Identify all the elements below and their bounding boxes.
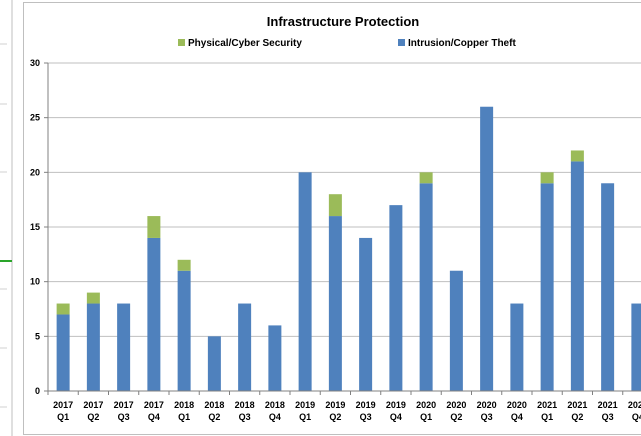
- x-tick-label-quarter: Q1: [420, 412, 432, 422]
- y-tick-label: 30: [30, 58, 40, 68]
- x-tick-label-year: 2021: [628, 400, 641, 410]
- bar-segment-physical-cyber-security: [147, 216, 161, 238]
- x-tick-label-year: 2018: [235, 400, 255, 410]
- bar-segment-intrusion-copper-theft: [570, 161, 584, 391]
- bars: [56, 106, 641, 391]
- x-tick-label-quarter: Q3: [239, 412, 251, 422]
- x-tick-label-year: 2019: [356, 400, 376, 410]
- x-tick-label-year: 2017: [83, 400, 103, 410]
- x-tick-label-quarter: Q1: [57, 412, 69, 422]
- chart-title: Infrastructure Protection: [267, 14, 419, 29]
- x-tick-label-quarter: Q2: [571, 412, 583, 422]
- x-tick-label-year: 2021: [537, 400, 557, 410]
- x-tick-label-quarter: Q3: [481, 412, 493, 422]
- x-tick-label-year: 2018: [204, 400, 224, 410]
- x-tick-label-quarter: Q2: [329, 412, 341, 422]
- x-tick-label-quarter: Q1: [299, 412, 311, 422]
- bar-segment-physical-cyber-security: [570, 150, 584, 162]
- bar-segment-intrusion-copper-theft: [359, 237, 373, 391]
- bar-segment-intrusion-copper-theft: [147, 237, 161, 391]
- x-tick-label-quarter: Q4: [269, 412, 281, 422]
- x-tick-label-quarter: Q3: [118, 412, 130, 422]
- bar-segment-intrusion-copper-theft: [631, 303, 641, 391]
- y-tick-label: 0: [35, 386, 40, 396]
- x-axis: 2017 Q1 2017 Q2 2017 Q3 2017 Q4 2018 Q1 2018 Q2 2018…: [47, 390, 641, 422]
- x-tick-label-quarter: Q1: [178, 412, 190, 422]
- bar-segment-intrusion-copper-theft: [449, 270, 463, 391]
- bar-segment-intrusion-copper-theft: [389, 205, 403, 391]
- x-tick-label-quarter: Q4: [511, 412, 523, 422]
- legend-label: Intrusion/Copper Theft: [408, 38, 516, 49]
- y-tick-label: 10: [30, 277, 40, 287]
- bar-segment-intrusion-copper-theft: [510, 303, 524, 391]
- x-tick-label-year: 2017: [144, 400, 164, 410]
- y-tick-label: 20: [30, 167, 40, 177]
- x-tick-label-year: 2020: [477, 400, 497, 410]
- adjacent-panel-edge: [0, 0, 13, 436]
- bar-segment-intrusion-copper-theft: [117, 303, 131, 391]
- x-tick-label-year: 2017: [53, 400, 73, 410]
- x-tick-label-quarter: Q4: [632, 412, 641, 422]
- x-tick-label-year: 2019: [386, 400, 406, 410]
- x-tick-label-quarter: Q2: [208, 412, 220, 422]
- x-tick-label-quarter: Q4: [390, 412, 402, 422]
- bar-segment-intrusion-copper-theft: [177, 270, 191, 391]
- bar-segment-physical-cyber-security: [419, 172, 433, 184]
- legend-label: Physical/Cyber Security: [188, 38, 302, 49]
- x-tick-label-quarter: Q2: [450, 412, 462, 422]
- bar-segment-intrusion-copper-theft: [540, 183, 554, 391]
- bar-segment-intrusion-copper-theft: [480, 106, 494, 391]
- bar-segment-physical-cyber-security: [86, 292, 100, 304]
- bar-segment-intrusion-copper-theft: [238, 303, 252, 391]
- bar-segment-intrusion-copper-theft: [601, 183, 615, 391]
- bar-segment-physical-cyber-security: [177, 259, 191, 271]
- x-tick-label-year: 2017: [114, 400, 134, 410]
- bar-segment-intrusion-copper-theft: [328, 216, 342, 391]
- legend-swatch: [178, 39, 185, 46]
- x-tick-label-year: 2021: [598, 400, 618, 410]
- x-tick-label-year: 2019: [325, 400, 345, 410]
- bar-segment-intrusion-copper-theft: [56, 314, 70, 391]
- x-tick-label-quarter: Q4: [148, 412, 160, 422]
- legend: Physical/Cyber Security Intrusion/Copper …: [178, 38, 516, 49]
- bar-segment-intrusion-copper-theft: [298, 172, 312, 391]
- x-tick-label-quarter: Q2: [87, 412, 99, 422]
- y-tick-label: 15: [30, 222, 40, 232]
- bar-segment-physical-cyber-security: [328, 194, 342, 217]
- bar-segment-intrusion-copper-theft: [86, 303, 100, 391]
- x-tick-label-year: 2018: [265, 400, 285, 410]
- y-tick-label: 25: [30, 113, 40, 123]
- x-tick-label-year: 2019: [295, 400, 315, 410]
- y-tick-label: 5: [35, 331, 40, 341]
- x-tick-label-year: 2020: [416, 400, 436, 410]
- x-tick-label-year: 2020: [446, 400, 466, 410]
- bar-segment-intrusion-copper-theft: [207, 336, 221, 391]
- bar-segment-physical-cyber-security: [56, 303, 70, 315]
- x-tick-label-quarter: Q3: [360, 412, 372, 422]
- bar-segment-intrusion-copper-theft: [419, 183, 433, 391]
- x-tick-label-quarter: Q1: [541, 412, 553, 422]
- x-tick-label-year: 2021: [567, 400, 587, 410]
- x-tick-label-quarter: Q3: [602, 412, 614, 422]
- y-axis: 0 5 10 15 20 25 30: [30, 58, 49, 396]
- bar-segment-intrusion-copper-theft: [268, 325, 282, 391]
- legend-swatch: [398, 39, 405, 46]
- bar-segment-physical-cyber-security: [540, 172, 554, 184]
- x-tick-label-year: 2020: [507, 400, 527, 410]
- x-tick-label-year: 2018: [174, 400, 194, 410]
